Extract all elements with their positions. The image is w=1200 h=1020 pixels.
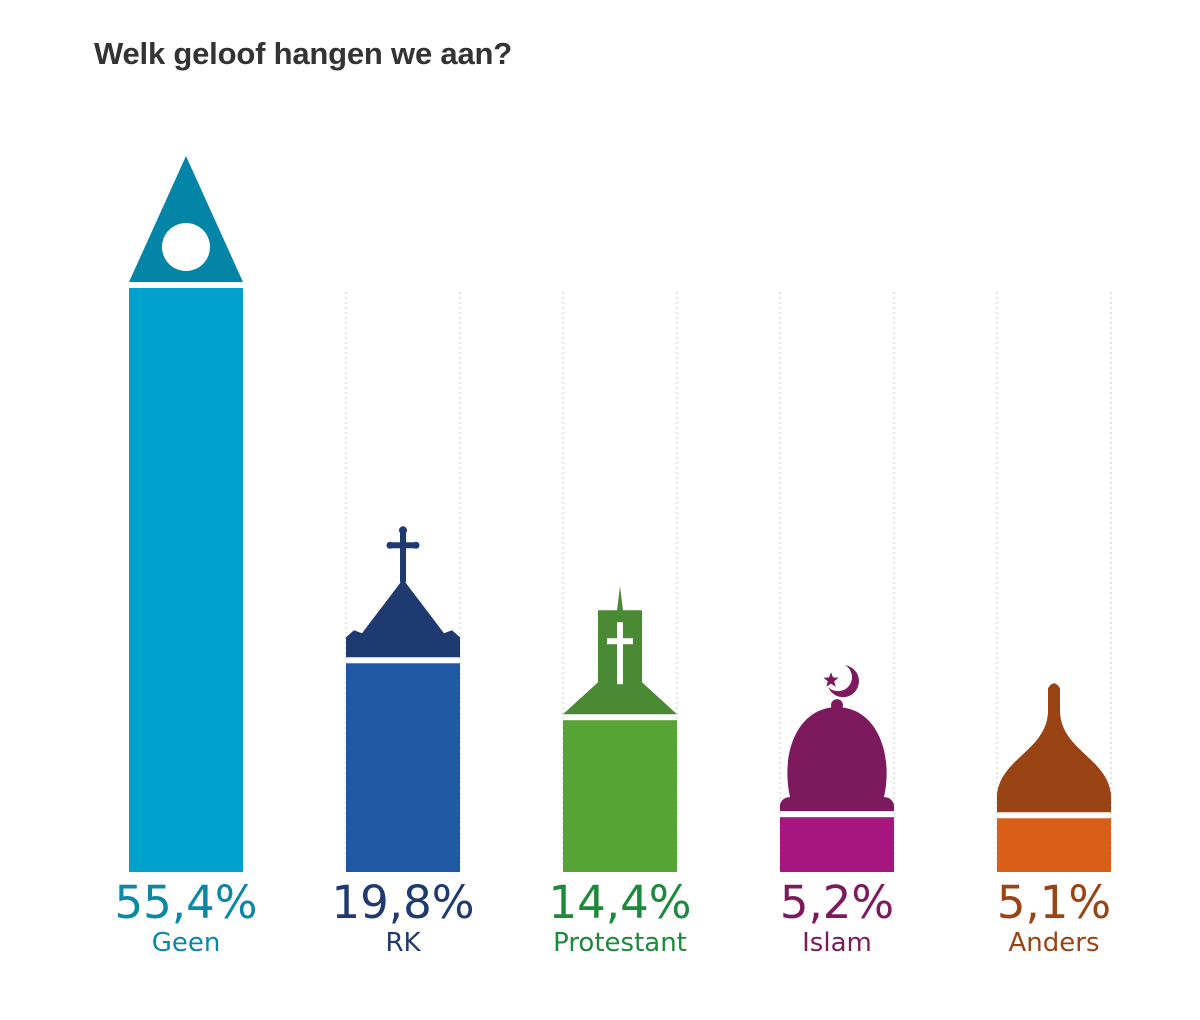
bar-labels: 55,4%Geen 19,8%RK 14,4%Protestant 5,2%Islam… [115, 876, 1112, 958]
protestant-church-icon [563, 586, 677, 715]
value-label: 19,8% [332, 876, 475, 929]
bars [129, 288, 1111, 872]
grid-guides [345, 292, 1112, 872]
category-label: Protestant [553, 928, 687, 958]
category-label: Anders [1009, 928, 1100, 958]
bar-anders [997, 818, 1111, 872]
value-label: 5,1% [997, 876, 1111, 929]
bar-geen [129, 288, 243, 872]
onion-dome-icon [997, 683, 1111, 813]
category-label: RK [385, 928, 421, 958]
category-label: Geen [152, 928, 221, 958]
bar-rk [346, 663, 460, 872]
bar-protestant [563, 720, 677, 872]
category-label: Islam [802, 928, 872, 958]
bar-icons [129, 156, 1111, 813]
triangle-circle-icon [129, 156, 243, 282]
catholic-church-icon [346, 526, 460, 658]
value-label: 14,4% [549, 876, 692, 929]
value-label: 55,4% [115, 876, 258, 929]
chart-title: Welk geloof hangen we aan? [94, 36, 512, 71]
bar-islam [780, 817, 894, 872]
value-label: 5,2% [780, 876, 894, 929]
mosque-icon [780, 663, 894, 812]
